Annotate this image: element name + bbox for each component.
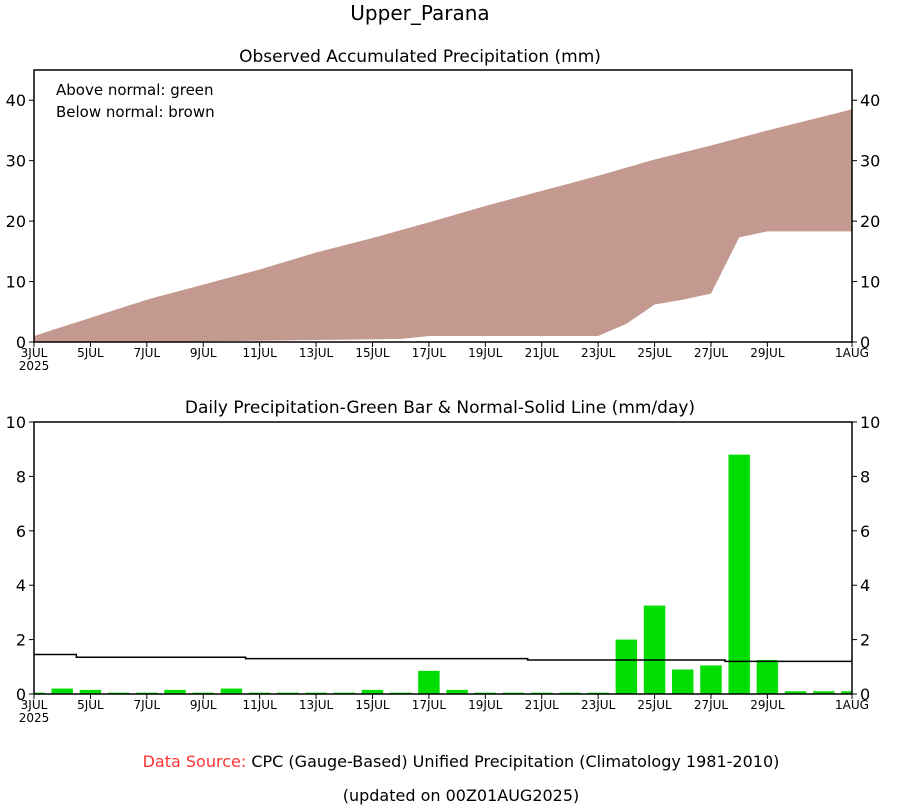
normal-line: [34, 653, 852, 663]
top-chart-xtick-label: 3JUL: [21, 346, 48, 360]
daily-precip-bar: [643, 605, 666, 694]
bottom-chart-ytick-label-left: 10: [6, 413, 26, 432]
top-chart-xtick-label: 5JUL: [77, 346, 104, 360]
bottom-chart-ytick-label-right: 4: [860, 576, 870, 595]
daily-precip-bar: [79, 689, 102, 694]
bottom-chart-ytick-label-right: 6: [860, 522, 870, 541]
daily-precip-bar: [672, 669, 694, 694]
daily-precip-bar: [164, 689, 186, 694]
bottom-chart-xtick-label: 29JUL: [750, 698, 785, 712]
daily-precip-bar: [728, 454, 750, 694]
top-chart-year-label: 2025: [19, 359, 50, 373]
bottom-chart-xtick-label: 7JUL: [133, 698, 160, 712]
daily-precip-bar: [700, 665, 722, 694]
bottom-chart-xtick-label: 27JUL: [694, 698, 729, 712]
top-chart-xtick-label: 1AUG: [835, 346, 869, 360]
precipitation-charts: Upper_Parana Observed Accumulated Precip…: [6, 1, 881, 725]
daily-precip-bar: [220, 688, 243, 694]
legend-below: Below normal: brown: [56, 103, 215, 121]
bottom-chart-frame: [33, 421, 853, 695]
below-normal-area: [34, 109, 852, 343]
top-chart-ytick-label-left: 30: [6, 152, 26, 171]
bottom-chart-xtick-label: 3JUL: [21, 698, 48, 712]
top-chart-xtick-label: 9JUL: [190, 346, 217, 360]
bottom-chart-xtick-label: 9JUL: [190, 698, 217, 712]
bottom-chart-xtick-label: 11JUL: [243, 698, 278, 712]
top-chart-xtick-label: 25JUL: [637, 346, 672, 360]
top-chart-title: Observed Accumulated Precipitation (mm): [239, 47, 601, 67]
bottom-chart-xtick-label: 13JUL: [299, 698, 334, 712]
top-chart-xtick-label: 13JUL: [299, 346, 334, 360]
bottom-chart-xtick-label: 19JUL: [468, 698, 503, 712]
bottom-chart-title: Daily Precipitation-Green Bar & Normal-S…: [185, 398, 695, 418]
top-chart-ytick-label-right: 30: [860, 152, 880, 171]
daily-precip-bar: [51, 688, 73, 694]
daily-precip-bar: [418, 670, 440, 694]
bottom-chart-xtick-label: 23JUL: [581, 698, 616, 712]
data-source-label: Data Source:: [142, 752, 247, 771]
bottom-chart-ytick-label-right: 0: [860, 685, 870, 704]
daily-precip-bar: [813, 691, 835, 694]
top-chart-ytick-label-right: 10: [860, 273, 880, 292]
top-chart-xtick-label: 27JUL: [694, 346, 729, 360]
bottom-chart-xtick-label: 15JUL: [355, 698, 390, 712]
bottom-chart-ytick-label-right: 2: [860, 631, 870, 650]
top-chart-xtick-label: 29JUL: [750, 346, 785, 360]
top-chart-xtick-label: 23JUL: [581, 346, 616, 360]
top-chart-xtick-label: 17JUL: [412, 346, 447, 360]
data-source-text: CPC (Gauge-Based) Unified Precipitation …: [251, 752, 780, 771]
bottom-chart-xtick-label: 1AUG: [835, 698, 869, 712]
daily-precip-bar: [615, 639, 638, 694]
bottom-chart-ytick-label-right: 10: [860, 413, 880, 432]
top-chart-xtick-label: 19JUL: [468, 346, 503, 360]
bottom-chart-year-label: 2025: [19, 711, 50, 725]
bottom-chart-ytick-label-left: 0: [16, 685, 26, 704]
top-chart-xtick-label: 21JUL: [525, 346, 560, 360]
bottom-chart-ytick-label-left: 4: [16, 576, 26, 595]
top-chart-xtick-label: 7JUL: [133, 346, 160, 360]
top-chart-ytick-label-right: 20: [860, 212, 880, 231]
top-chart-xtick-label: 11JUL: [243, 346, 278, 360]
bottom-chart-xtick-label: 25JUL: [637, 698, 672, 712]
top-chart-ytick-label-left: 20: [6, 212, 26, 231]
bottom-chart-ytick-label-right: 8: [860, 467, 870, 486]
daily-precip-bar: [446, 689, 468, 694]
top-chart-ytick-label-left: 0: [16, 333, 26, 352]
daily-precip-bar: [841, 691, 852, 694]
daily-precip-bar: [756, 660, 779, 694]
updated-text: (updated on 00Z01AUG2025): [342, 786, 580, 805]
daily-precip-bar: [784, 691, 807, 694]
top-chart-ytick-label-left: 40: [6, 91, 26, 110]
top-chart-xtick-label: 15JUL: [355, 346, 390, 360]
chart-title: Upper_Parana: [350, 1, 489, 25]
bottom-chart-xtick-label: 17JUL: [412, 698, 447, 712]
bottom-chart-ytick-label-left: 6: [16, 522, 26, 541]
legend-above: Above normal: green: [56, 81, 214, 99]
top-chart-ytick-label-left: 10: [6, 273, 26, 292]
bottom-chart-ytick-label-left: 8: [16, 467, 26, 486]
bottom-chart-xtick-label: 21JUL: [525, 698, 560, 712]
top-chart-ytick-label-right: 40: [860, 91, 880, 110]
daily-precip-bar: [361, 689, 384, 694]
bottom-chart-xtick-label: 5JUL: [77, 698, 104, 712]
bottom-chart-ytick-label-left: 2: [16, 631, 26, 650]
top-chart-ytick-label-right: 0: [860, 333, 870, 352]
top-chart-frame: [33, 69, 853, 343]
